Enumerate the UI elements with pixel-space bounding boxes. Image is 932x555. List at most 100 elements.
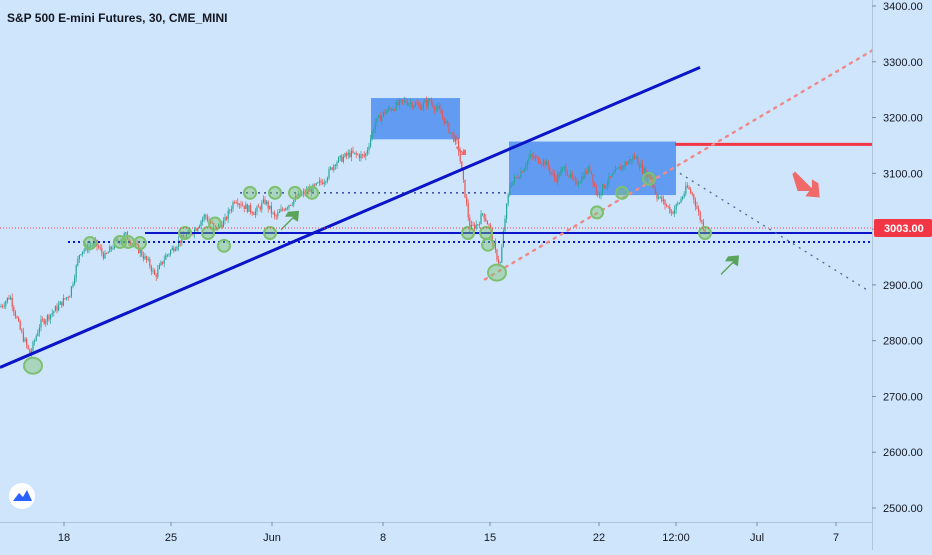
candle bbox=[522, 170, 524, 173]
candle bbox=[326, 176, 328, 184]
candle bbox=[365, 152, 367, 161]
candle bbox=[533, 152, 535, 160]
candle bbox=[35, 334, 37, 342]
dotted-falling-line bbox=[679, 172, 869, 292]
candle bbox=[554, 170, 556, 182]
candle bbox=[222, 217, 224, 228]
candle bbox=[275, 214, 277, 220]
candle bbox=[336, 160, 338, 169]
candle bbox=[360, 150, 362, 162]
candle bbox=[419, 102, 421, 111]
x-tick-label: 25 bbox=[165, 532, 177, 544]
candle bbox=[507, 192, 509, 207]
candle bbox=[690, 186, 692, 195]
candle bbox=[32, 340, 34, 353]
candle bbox=[317, 181, 319, 184]
candle bbox=[630, 159, 632, 165]
candle bbox=[675, 203, 677, 214]
candle bbox=[374, 118, 376, 133]
candle bbox=[320, 178, 322, 186]
candle bbox=[24, 336, 26, 343]
candle bbox=[378, 114, 380, 119]
candle bbox=[229, 208, 231, 215]
price-axis[interactable]: 3400.003300.003200.003100.003000.002900.… bbox=[872, 1, 923, 515]
candle bbox=[18, 316, 20, 323]
candle bbox=[506, 203, 508, 224]
candle bbox=[504, 215, 506, 233]
candle bbox=[626, 160, 628, 166]
candle bbox=[642, 159, 644, 175]
candle bbox=[344, 152, 346, 158]
candle bbox=[338, 156, 340, 163]
touch-marker bbox=[479, 226, 493, 241]
candle bbox=[416, 99, 418, 105]
candle bbox=[566, 170, 568, 176]
candle bbox=[42, 316, 44, 323]
candle bbox=[213, 222, 215, 228]
candle bbox=[667, 205, 669, 209]
y-tick-label: 3100.00 bbox=[883, 168, 923, 180]
x-tick-label: 22 bbox=[593, 532, 605, 544]
candle bbox=[469, 214, 471, 233]
candle bbox=[699, 210, 701, 223]
candle bbox=[104, 250, 106, 259]
candle bbox=[256, 205, 258, 216]
touch-marker bbox=[288, 185, 302, 200]
candle bbox=[450, 132, 452, 135]
candle bbox=[376, 117, 378, 127]
candle bbox=[600, 193, 602, 200]
candle bbox=[670, 209, 672, 217]
candle bbox=[584, 168, 586, 180]
candle bbox=[283, 208, 285, 212]
touch-marker bbox=[590, 205, 604, 220]
candle bbox=[254, 208, 256, 218]
candle bbox=[45, 319, 47, 327]
candle bbox=[270, 202, 272, 218]
touch-marker bbox=[487, 263, 507, 282]
chart-title: S&P 500 E-mini Futures, 30, CME_MINI bbox=[7, 11, 228, 25]
candle bbox=[331, 166, 333, 171]
candle bbox=[659, 196, 661, 199]
candle bbox=[198, 224, 200, 229]
candle bbox=[304, 188, 306, 197]
candle bbox=[410, 98, 412, 108]
time-axis[interactable]: 18 25 Jun 8 15 22 12:00 Jul 7 bbox=[58, 522, 839, 544]
candle bbox=[346, 151, 348, 160]
candle bbox=[14, 309, 16, 319]
candle bbox=[589, 162, 591, 173]
cloud-chart-icon[interactable] bbox=[9, 483, 35, 509]
candle bbox=[613, 169, 615, 175]
candle bbox=[530, 149, 532, 159]
consolidation-box-2 bbox=[509, 141, 676, 196]
candle bbox=[662, 195, 664, 205]
candle bbox=[381, 114, 383, 126]
candle bbox=[480, 210, 482, 225]
candle bbox=[560, 165, 562, 177]
candle bbox=[685, 181, 687, 196]
candle bbox=[96, 239, 98, 251]
candle bbox=[325, 180, 327, 186]
y-tick-label: 3200.00 bbox=[883, 113, 923, 125]
x-tick-label: 15 bbox=[484, 532, 496, 544]
candle bbox=[402, 99, 404, 105]
candle bbox=[413, 105, 415, 110]
touch-marker bbox=[461, 226, 475, 241]
candle bbox=[437, 102, 439, 112]
candle bbox=[342, 154, 344, 164]
candle bbox=[525, 162, 527, 172]
candle bbox=[573, 175, 575, 182]
touch-marker bbox=[263, 226, 277, 241]
candle bbox=[624, 160, 626, 171]
candle bbox=[243, 205, 245, 213]
candle bbox=[453, 130, 455, 143]
candle bbox=[288, 204, 290, 211]
candle bbox=[56, 303, 58, 314]
candle bbox=[363, 151, 365, 159]
candle bbox=[442, 109, 444, 121]
candle bbox=[370, 134, 372, 149]
touch-marker bbox=[698, 226, 712, 241]
candle bbox=[202, 216, 204, 226]
candle bbox=[142, 251, 144, 262]
